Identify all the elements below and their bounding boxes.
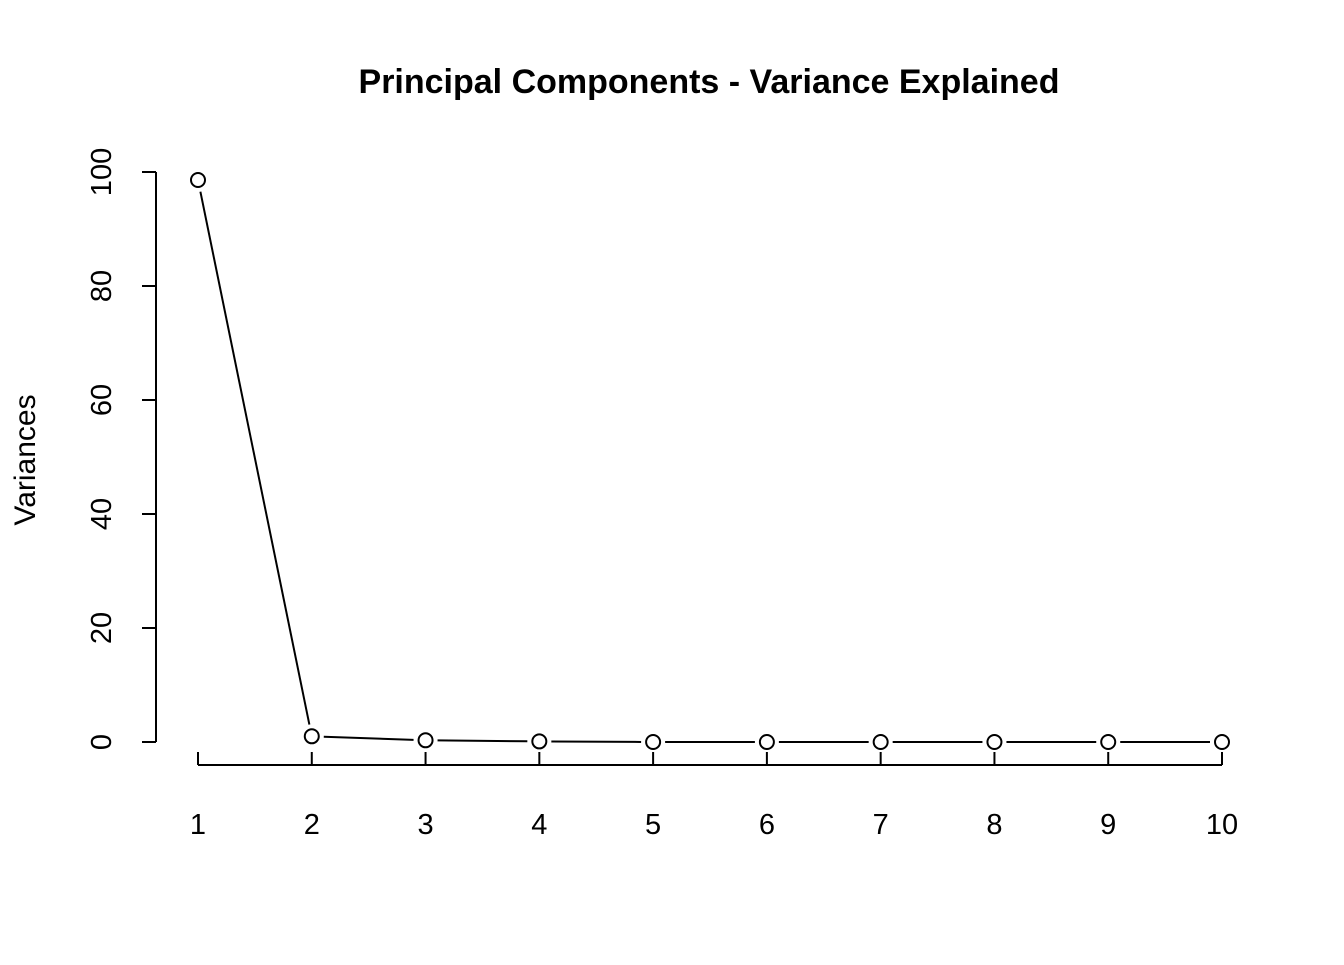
y-tick-label: 100 — [86, 148, 118, 196]
series-line-segment — [324, 737, 414, 740]
data-point — [305, 729, 319, 743]
data-point — [646, 735, 660, 749]
x-tick-label: 4 — [531, 809, 547, 841]
y-tick-label: 20 — [86, 612, 118, 644]
x-tick-label: 6 — [759, 809, 775, 841]
series-line-segments — [200, 192, 1210, 742]
x-tick-label: 10 — [1206, 809, 1238, 841]
x-tick-label: 1 — [190, 809, 206, 841]
data-point — [760, 735, 774, 749]
data-point — [532, 734, 546, 748]
data-point — [1215, 735, 1229, 749]
data-point — [874, 735, 888, 749]
data-point — [987, 735, 1001, 749]
x-tick-label: 9 — [1100, 809, 1116, 841]
x-tick-label: 3 — [417, 809, 433, 841]
x-tick-label: 5 — [645, 809, 661, 841]
y-axis-ticks: 0 20 40 60 80 100 — [86, 148, 156, 750]
data-point — [191, 173, 205, 187]
y-axis-label: Variances — [9, 394, 42, 525]
chart-title: Principal Components - Variance Explaine… — [359, 63, 1060, 101]
x-tick-label: 2 — [304, 809, 320, 841]
data-points — [191, 173, 1229, 749]
x-tick-label: 8 — [986, 809, 1002, 841]
series-line-segment — [438, 740, 528, 741]
y-tick-label: 0 — [86, 734, 118, 750]
series-line-segment — [200, 192, 309, 725]
y-tick-label: 80 — [86, 270, 118, 302]
y-tick-label: 40 — [86, 498, 118, 530]
y-tick-label: 60 — [86, 384, 118, 416]
data-point — [1101, 735, 1115, 749]
x-tick-label: 7 — [873, 809, 889, 841]
data-point — [419, 733, 433, 747]
